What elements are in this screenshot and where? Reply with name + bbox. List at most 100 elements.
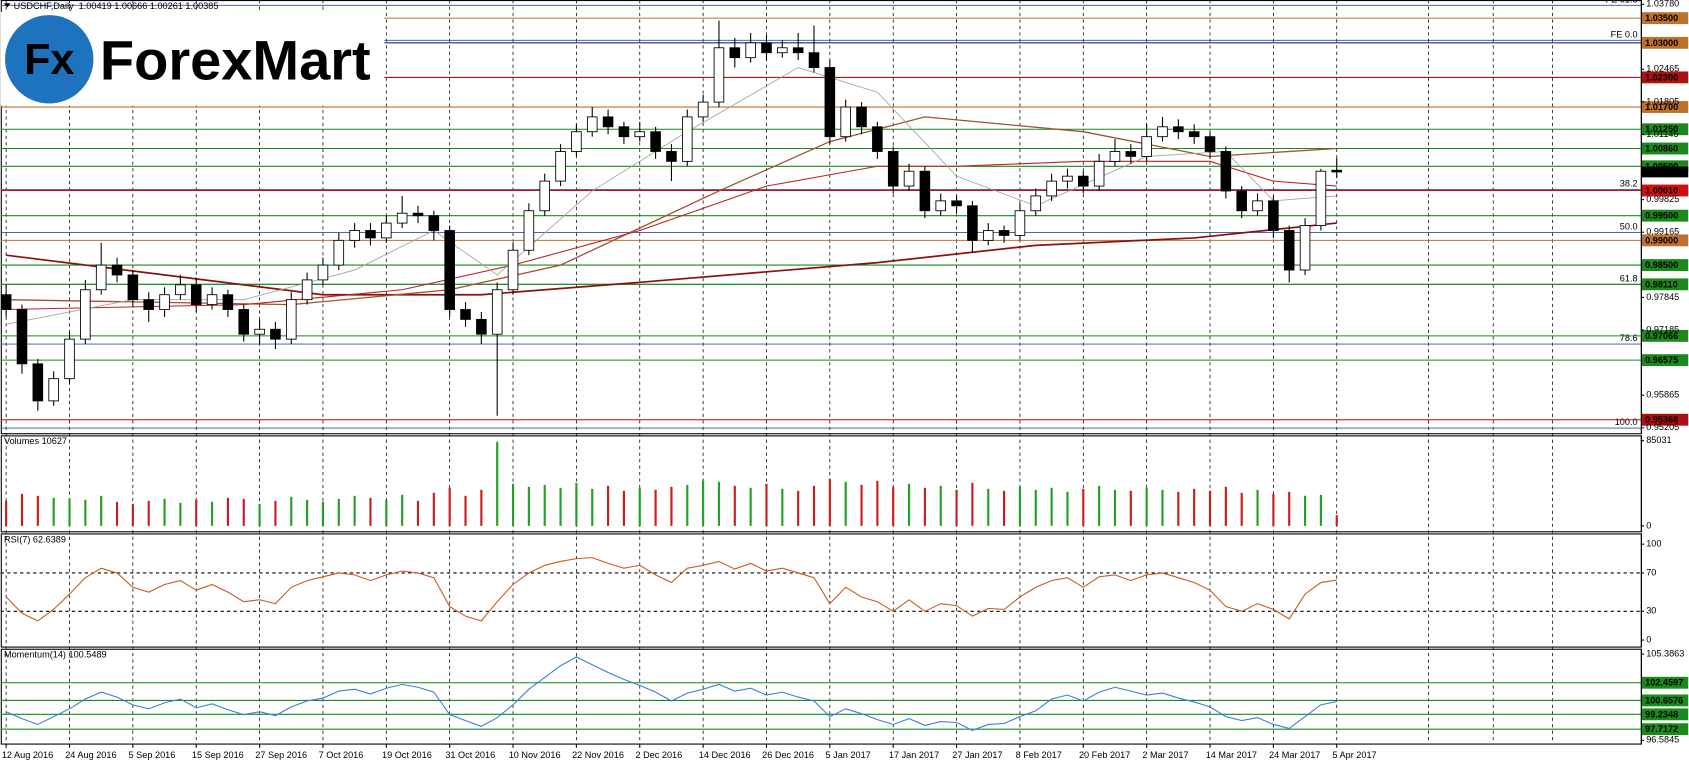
candle-body xyxy=(602,116,614,128)
candle-body xyxy=(951,200,962,207)
candle-body xyxy=(0,294,12,310)
level-box xyxy=(1641,278,1689,291)
candle-body xyxy=(238,309,250,335)
candle-body xyxy=(190,284,202,306)
x-tick-label: 19 Oct 2016 xyxy=(382,750,432,760)
y-tick-label: 0.95865 xyxy=(1646,390,1679,400)
x-tick-label: 26 Dec 2016 xyxy=(762,750,814,760)
logo-text: ForexMart xyxy=(100,28,371,91)
candle-body xyxy=(301,279,313,301)
level-label: 1.03500 xyxy=(1645,13,1678,23)
moving-average xyxy=(6,67,1337,325)
candle-body xyxy=(713,47,725,103)
candle-body xyxy=(444,230,455,310)
y-tick-label: 0 xyxy=(1646,520,1651,530)
y-tick-label: 0.99165 xyxy=(1646,227,1679,237)
candle-body xyxy=(1331,169,1343,173)
y-tick-label: 0.97845 xyxy=(1646,292,1679,302)
fibo-label: FE 0.0 xyxy=(1611,29,1638,39)
candle-body xyxy=(1252,200,1263,212)
candle-body xyxy=(396,212,408,224)
y-tick-label: 1.01145 xyxy=(1646,129,1678,139)
candle-body xyxy=(159,294,170,310)
candle-body xyxy=(1141,136,1152,157)
candle-body xyxy=(792,47,804,54)
candle-body xyxy=(935,200,947,212)
level-box xyxy=(1641,234,1689,247)
candle-body xyxy=(428,215,440,231)
candle-body xyxy=(1046,180,1057,197)
extra-grid xyxy=(1428,0,1553,744)
candle-body xyxy=(381,222,392,239)
level-label: 1.00010 xyxy=(1645,185,1678,195)
last-price-label: 1.00385 xyxy=(1645,167,1678,177)
level-box xyxy=(1641,71,1689,84)
candle-body xyxy=(317,264,329,281)
level-box xyxy=(1641,259,1689,271)
candle-body xyxy=(1062,175,1073,182)
candle-body xyxy=(777,47,788,54)
fibo-label: FE 61.8 xyxy=(1606,0,1638,4)
candle-body xyxy=(143,299,154,310)
candle-body xyxy=(808,52,820,68)
candle-body xyxy=(1236,190,1247,212)
candle-body xyxy=(1125,151,1137,157)
level-label: 1.01700 xyxy=(1645,102,1678,112)
candle-body xyxy=(476,318,487,335)
level-box xyxy=(1641,329,1689,342)
last-price-box xyxy=(1641,166,1689,178)
level-label: 97.7172 xyxy=(1645,724,1678,734)
level-label: 100.6576 xyxy=(1645,695,1683,705)
candle-body xyxy=(982,230,994,241)
x-tick-label: 5 Jan 2017 xyxy=(826,750,871,760)
y-tick-label: 1.03780 xyxy=(1646,0,1679,9)
x-tick-label: 20 Feb 2017 xyxy=(1079,750,1130,760)
level-box xyxy=(1641,36,1689,49)
x-tick-label: 12 Aug 2016 xyxy=(2,750,53,760)
candle-body xyxy=(840,106,851,138)
candle-body xyxy=(349,230,360,241)
level-box xyxy=(1641,12,1689,25)
candle-body xyxy=(1093,160,1105,187)
candle-body xyxy=(285,299,297,340)
candle-body xyxy=(175,284,186,296)
candle-body xyxy=(887,151,899,187)
candle-body xyxy=(1078,175,1089,187)
level-label: 0.98110 xyxy=(1645,279,1678,289)
candle-body xyxy=(64,338,75,380)
candle-body xyxy=(1157,126,1168,138)
candle-body xyxy=(95,264,107,291)
candle-body xyxy=(491,289,503,335)
level-label: 1.02300 xyxy=(1645,72,1678,82)
level-label: 1.01250 xyxy=(1645,124,1678,134)
logo-icon: Fx xyxy=(24,36,74,84)
panel-title: Volumes 10627 xyxy=(4,436,67,446)
x-tick-label: 5 Sep 2016 xyxy=(129,750,176,760)
y-tick-label: 105.3863 xyxy=(1646,649,1684,659)
candle-body xyxy=(1204,136,1216,152)
candle-body xyxy=(682,116,693,162)
moving-average xyxy=(6,160,1337,311)
level-box xyxy=(1641,184,1689,197)
candle-body xyxy=(666,151,677,162)
candle-body xyxy=(460,309,471,320)
candle-body xyxy=(1014,210,1026,236)
fibo-label: 50.0 xyxy=(1620,222,1638,232)
candle-body xyxy=(222,294,234,310)
candle-body xyxy=(998,230,1010,236)
candle-body xyxy=(16,309,28,365)
candle-body xyxy=(539,180,550,212)
x-tick-label: 31 Oct 2016 xyxy=(445,750,495,760)
level-label: 0.98500 xyxy=(1645,260,1678,270)
candle-body xyxy=(333,239,345,266)
level-box xyxy=(1641,101,1689,113)
candle-body xyxy=(254,328,265,335)
candle-body xyxy=(903,170,915,187)
y-tick-label: 1.01805 xyxy=(1646,96,1679,106)
level-label: 1.00860 xyxy=(1645,143,1678,153)
level-box xyxy=(1641,676,1689,689)
candle-body xyxy=(729,47,741,59)
y-tick-label: 96.5845 xyxy=(1646,735,1679,745)
candle-body xyxy=(1268,200,1279,231)
